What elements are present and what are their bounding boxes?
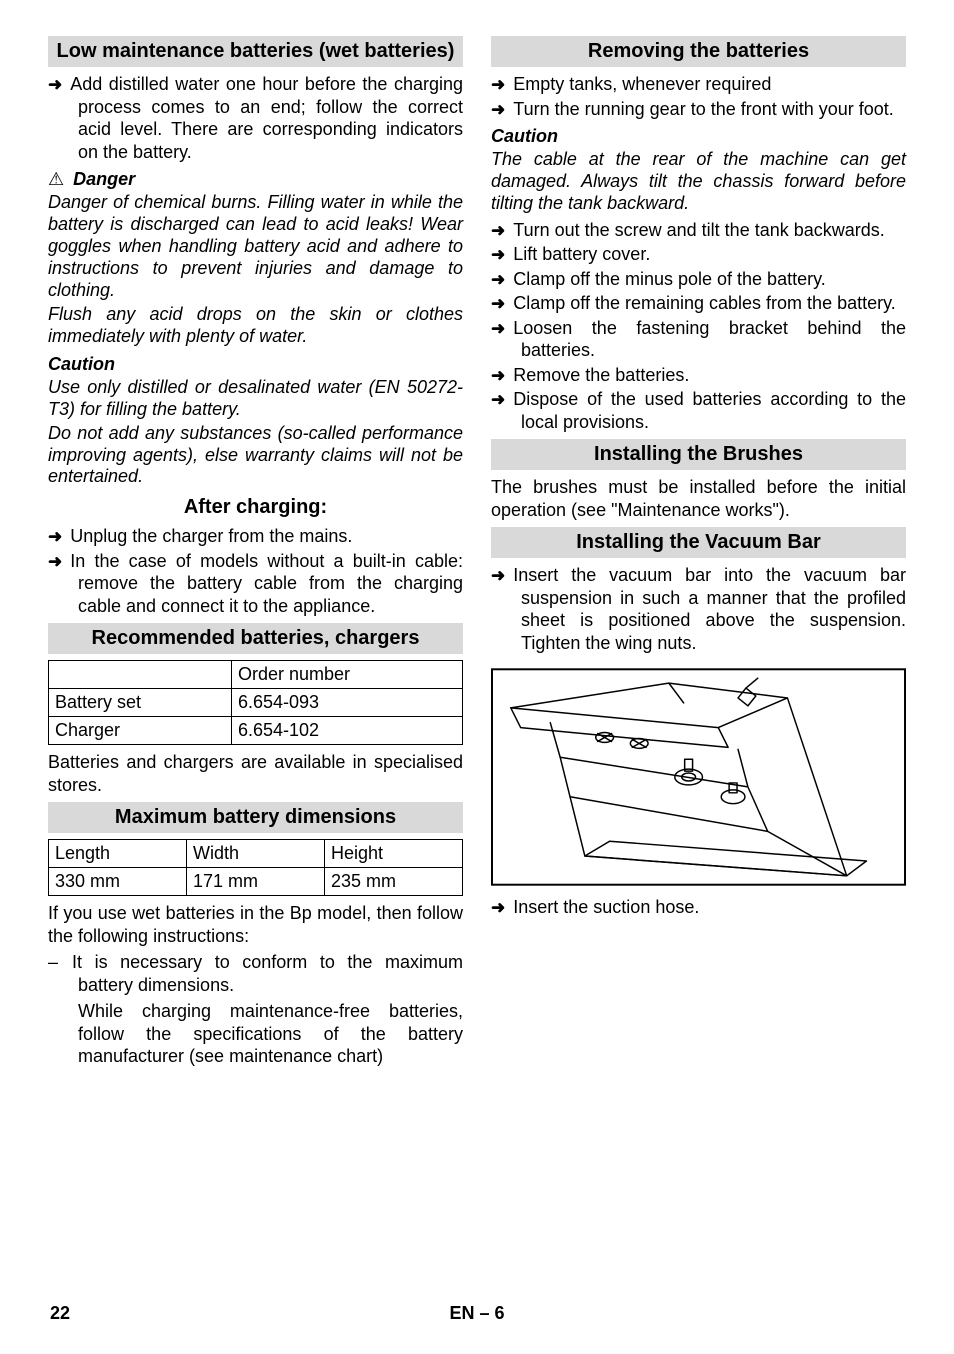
table-row: Battery set 6.654-093 <box>49 689 463 717</box>
list-item: Empty tanks, whenever required <box>491 73 906 96</box>
paragraph-continuation: While charging maintenance-free batterie… <box>48 1000 463 1068</box>
list-item: Add distilled water one hour before the … <box>48 73 463 163</box>
table-cell <box>49 661 232 689</box>
table-cell: 6.654-102 <box>231 717 462 745</box>
table-cell: Length <box>49 840 187 868</box>
table-dimensions: Length Width Height 330 mm 171 mm 235 mm <box>48 839 463 896</box>
warning-triangle-icon: ⚠ <box>48 169 68 189</box>
danger-label: Danger <box>73 169 135 189</box>
table-cell: 330 mm <box>49 868 187 896</box>
list-item: It is necessary to conform to the maximu… <box>48 951 463 996</box>
list: Insert the suction hose. <box>491 896 906 919</box>
list-item: Dispose of the used batteries according … <box>491 388 906 433</box>
section-recommended-batteries: Recommended batteries, chargers <box>48 623 463 654</box>
vacuum-bar-illustration <box>491 662 906 892</box>
table-row: Charger 6.654-102 <box>49 717 463 745</box>
danger-text: Danger of chemical burns. Filling water … <box>48 192 463 302</box>
paragraph: The brushes must be installed before the… <box>491 476 906 521</box>
list-item: Lift battery cover. <box>491 243 906 266</box>
page-number: 22 <box>50 1303 70 1324</box>
section-low-maintenance: Low maintenance batteries (wet batteries… <box>48 36 463 67</box>
section-after-charging: After charging: <box>48 496 463 519</box>
paragraph: Batteries and chargers are available in … <box>48 751 463 796</box>
table-cell: 171 mm <box>187 868 325 896</box>
caution-heading: Caution <box>48 354 463 375</box>
list: Insert the vacuum bar into the vacuum ba… <box>491 564 906 654</box>
list: It is necessary to conform to the maximu… <box>48 951 463 996</box>
table-row: Length Width Height <box>49 840 463 868</box>
section-removing-batteries: Removing the batteries <box>491 36 906 67</box>
table-row: Order number <box>49 661 463 689</box>
table-cell: Charger <box>49 717 232 745</box>
table-cell: 6.654-093 <box>231 689 462 717</box>
danger-text: Flush any acid drops on the skin or clot… <box>48 304 463 348</box>
section-max-dimensions: Maximum battery dimensions <box>48 802 463 833</box>
paragraph: If you use wet batteries in the Bp model… <box>48 902 463 947</box>
caution-heading: Caution <box>491 126 906 147</box>
table-cell: Order number <box>231 661 462 689</box>
footer-spacer <box>899 1303 904 1324</box>
list-item: Clamp off the remaining cables from the … <box>491 292 906 315</box>
list: Empty tanks, whenever required Turn the … <box>491 73 906 120</box>
section-installing-vacuum-bar: Installing the Vacuum Bar <box>491 527 906 558</box>
list-item: Clamp off the minus pole of the battery. <box>491 268 906 291</box>
section-installing-brushes: Installing the Brushes <box>491 439 906 470</box>
list-item: Insert the vacuum bar into the vacuum ba… <box>491 564 906 654</box>
page-lang-code: EN – 6 <box>48 1303 906 1324</box>
danger-heading: ⚠ Danger <box>48 169 463 190</box>
table-order-numbers: Order number Battery set 6.654-093 Charg… <box>48 660 463 745</box>
list-item: Insert the suction hose. <box>491 896 906 919</box>
caution-text: Use only distilled or desalinated water … <box>48 377 463 421</box>
list-item: In the case of models without a built-in… <box>48 550 463 618</box>
table-row: 330 mm 171 mm 235 mm <box>49 868 463 896</box>
list-item: Remove the batteries. <box>491 364 906 387</box>
left-column: Low maintenance batteries (wet batteries… <box>48 30 463 1291</box>
table-cell: 235 mm <box>325 868 463 896</box>
page: Low maintenance batteries (wet batteries… <box>0 0 954 1354</box>
table-cell: Height <box>325 840 463 868</box>
list: Turn out the screw and tilt the tank bac… <box>491 219 906 434</box>
content-columns: Low maintenance batteries (wet batteries… <box>48 30 906 1291</box>
list: Add distilled water one hour before the … <box>48 73 463 163</box>
list: Unplug the charger from the mains. In th… <box>48 525 463 617</box>
table-cell: Battery set <box>49 689 232 717</box>
list-item: Unplug the charger from the mains. <box>48 525 463 548</box>
list-item: Turn the running gear to the front with … <box>491 98 906 121</box>
caution-text: The cable at the rear of the machine can… <box>491 149 906 215</box>
list-item: Turn out the screw and tilt the tank bac… <box>491 219 906 242</box>
caution-text: Do not add any substances (so-called per… <box>48 423 463 489</box>
page-footer: 22 EN – 6 <box>48 1291 906 1324</box>
right-column: Removing the batteries Empty tanks, when… <box>491 30 906 1291</box>
table-cell: Width <box>187 840 325 868</box>
list-item: Loosen the fastening bracket behind the … <box>491 317 906 362</box>
